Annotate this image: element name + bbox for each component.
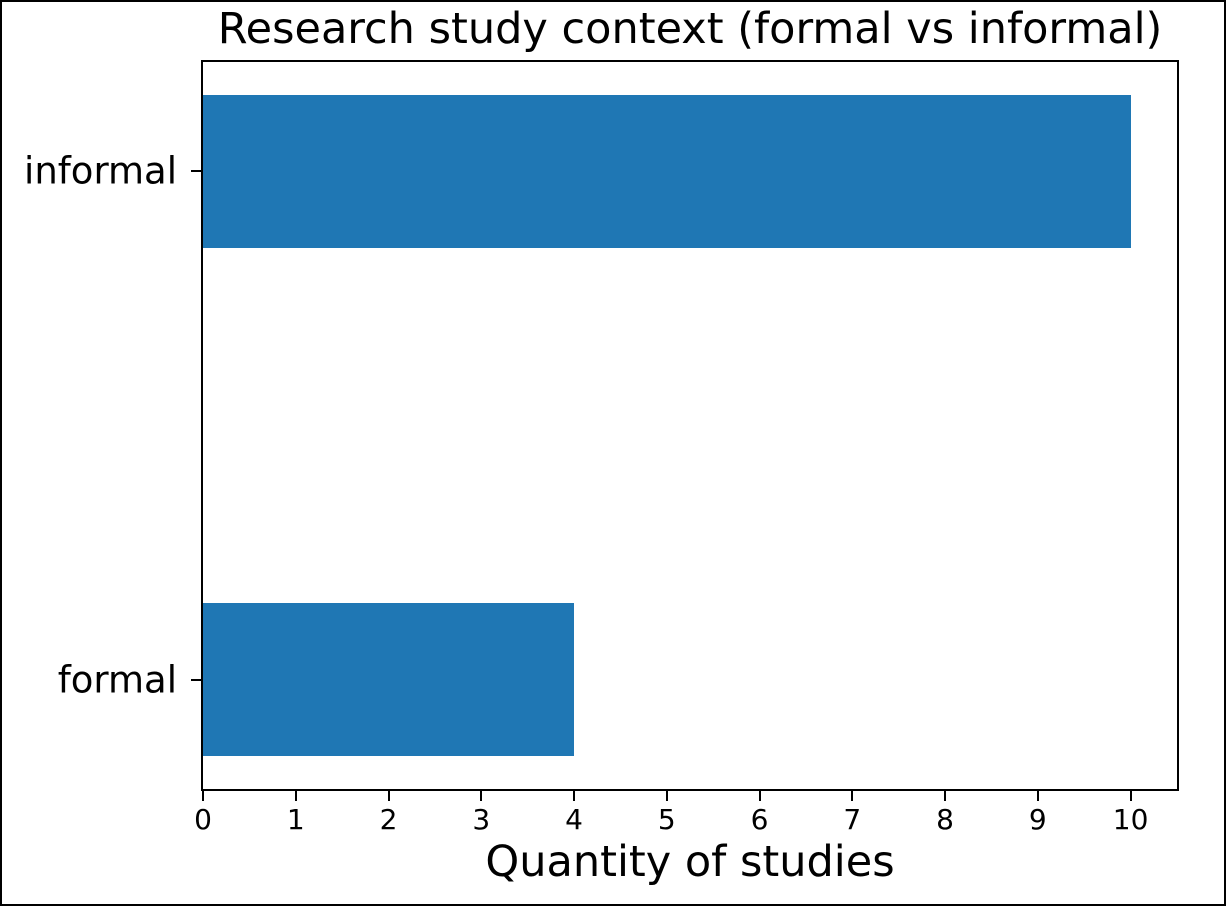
x-tick-mark [202,791,204,801]
x-tick-mark [573,791,576,801]
x-tick-mark [851,791,854,801]
x-tick-mark [665,791,668,801]
x-tick-mark [1036,791,1039,801]
x-tick-label: 4 [565,803,583,836]
y-tick-label: formal [57,658,177,702]
x-tick-label: 3 [472,803,491,836]
x-tick-mark [294,791,297,801]
plot-area [201,60,1179,791]
x-tick-label: 9 [1028,803,1047,836]
x-tick-label: 0 [194,803,212,836]
bar-formal [203,603,575,756]
y-tick-label: informal [24,149,177,193]
x-tick-mark [944,791,947,801]
chart-title: Research study context (formal vs inform… [217,4,1163,54]
x-tick-mark [758,791,761,801]
x-tick-label: 10 [1112,803,1149,836]
x-tick-label: 1 [286,803,305,836]
x-axis-label: Quantity of studies [485,837,895,887]
x-tick-mark [387,791,390,801]
x-tick-mark [1129,791,1132,801]
y-tick-mark [191,678,201,681]
x-tick-label: 8 [936,803,955,836]
x-tick-mark [480,791,483,801]
x-tick-label: 7 [843,803,862,836]
x-tick-label: 5 [657,803,676,836]
x-tick-label: 6 [750,803,769,836]
x-tick-label: 2 [379,803,398,836]
bar-informal [203,95,1131,248]
y-tick-mark [191,170,201,173]
